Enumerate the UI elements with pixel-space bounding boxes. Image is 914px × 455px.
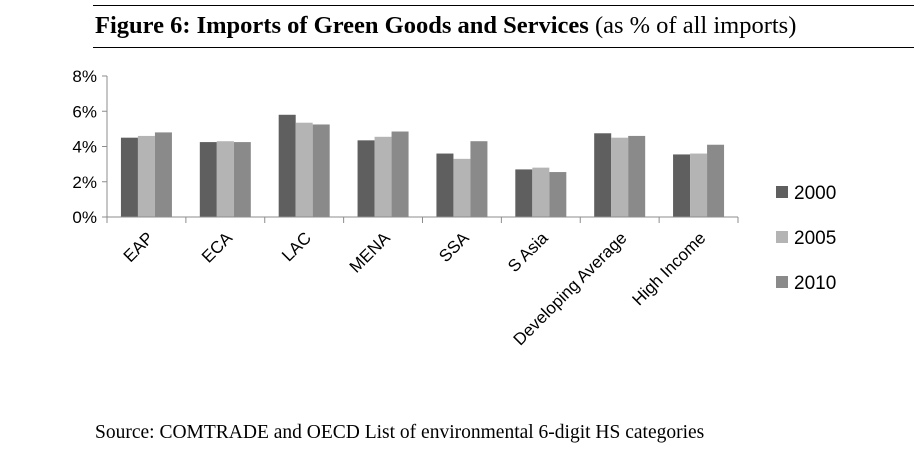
bar-2010 [707, 144, 725, 217]
bar-2000 [199, 142, 217, 217]
bar-2005 [532, 167, 550, 217]
figure-title-rest: (as % of all imports) [588, 12, 797, 39]
bar-2005 [216, 141, 234, 217]
bar-2000 [673, 154, 691, 217]
legend-swatch-2000 [776, 186, 788, 198]
x-tick-label: MENA [346, 228, 395, 277]
y-tick-label: 2% [72, 173, 97, 192]
bar-2005 [295, 122, 313, 217]
x-tick-label: EAP [120, 228, 157, 265]
x-tick-label: SSA [435, 228, 473, 266]
x-tick-label: High Income [628, 228, 709, 309]
bar-2010 [470, 141, 488, 217]
bar-2000 [515, 169, 533, 217]
legend-swatch-2005 [776, 231, 788, 243]
legend-label-2010: 2010 [794, 273, 836, 294]
bar-2005 [611, 137, 629, 217]
bar-chart: 0%2%4%6%8%EAP ECA LAC MENA SSA S AsiaDevelopi… [72, 67, 836, 349]
bar-2010 [628, 135, 646, 217]
legend-swatch-2010 [776, 276, 788, 288]
x-tick-label: LAC [278, 228, 315, 265]
legend-label-2005: 2005 [794, 228, 836, 249]
x-tick-label: ECA [198, 228, 237, 267]
figure-title-bold: Figure 6: Imports of Green Goods and Ser… [95, 12, 589, 39]
legend-label-2000: 2000 [794, 183, 836, 204]
bar-2005 [453, 158, 471, 217]
source-note: Source: COMTRADE and OECD List of enviro… [95, 422, 705, 443]
figure-title: Figure 6: Imports of Green Goods and Ser… [95, 12, 796, 40]
y-tick-label: 4% [72, 138, 97, 157]
bar-2000 [357, 140, 375, 217]
bar-2005 [374, 136, 392, 217]
x-tick-label: S Asia [504, 228, 552, 276]
bar-2000 [594, 133, 612, 217]
y-tick-label: 8% [72, 67, 97, 86]
bar-2010 [391, 131, 409, 217]
bar-2010 [312, 124, 330, 217]
y-tick-label: 6% [72, 102, 97, 121]
bar-2000 [278, 114, 296, 217]
bar-2010 [233, 142, 251, 217]
bar-2005 [690, 153, 708, 217]
bar-2010 [549, 172, 567, 217]
bar-2000 [120, 137, 138, 217]
bar-2005 [137, 135, 155, 217]
title-rule [93, 47, 914, 48]
bar-2000 [436, 153, 454, 217]
top-rule [93, 5, 914, 6]
bar-2010 [154, 132, 172, 217]
y-tick-label: 0% [72, 208, 97, 227]
